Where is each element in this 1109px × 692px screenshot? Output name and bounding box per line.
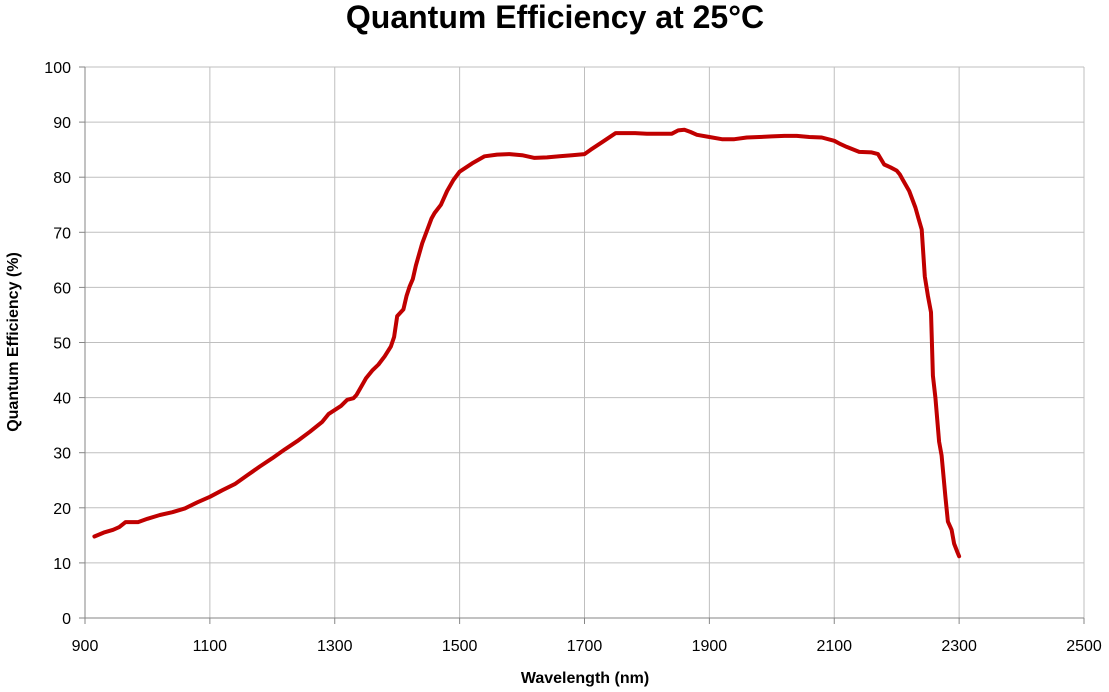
x-axis-label: Wavelength (nm) <box>521 670 649 687</box>
chart-title: Quantum Efficiency at 25°C <box>346 0 764 35</box>
y-tick-label: 40 <box>53 391 71 408</box>
y-axis-label: Quantum Efficiency (%) <box>5 252 22 432</box>
y-tick-label: 20 <box>53 501 71 518</box>
grid-lines <box>85 66 1085 618</box>
y-tick-label: 90 <box>53 115 71 132</box>
x-tick-label: 1700 <box>567 638 603 655</box>
y-tick-label: 80 <box>53 170 71 187</box>
x-tick-label: 900 <box>72 638 99 655</box>
tick-labels: 0 10 20 30 40 50 60 70 80 90 100 900 1100 1300 1500 170… <box>44 60 1102 655</box>
y-tick-label: 30 <box>53 446 71 463</box>
y-tick-label: 50 <box>53 336 71 353</box>
x-tick-label: 1300 <box>317 638 353 655</box>
y-tick-label: 100 <box>44 60 71 77</box>
x-tick-label: 1500 <box>442 638 478 655</box>
series-line-0 <box>92 127 962 559</box>
y-tick-label: 60 <box>53 280 71 297</box>
axes <box>79 66 1085 624</box>
x-tick-label: 1900 <box>692 638 728 655</box>
x-tick-label: 2300 <box>941 638 977 655</box>
x-tick-label: 2100 <box>816 638 852 655</box>
x-tick-label: 1100 <box>193 638 228 655</box>
x-tick-label: 2500 <box>1066 638 1102 655</box>
series-layer <box>92 127 962 559</box>
y-tick-label: 70 <box>53 225 71 242</box>
y-tick-label: 0 <box>62 611 71 628</box>
y-tick-label: 10 <box>53 556 71 573</box>
